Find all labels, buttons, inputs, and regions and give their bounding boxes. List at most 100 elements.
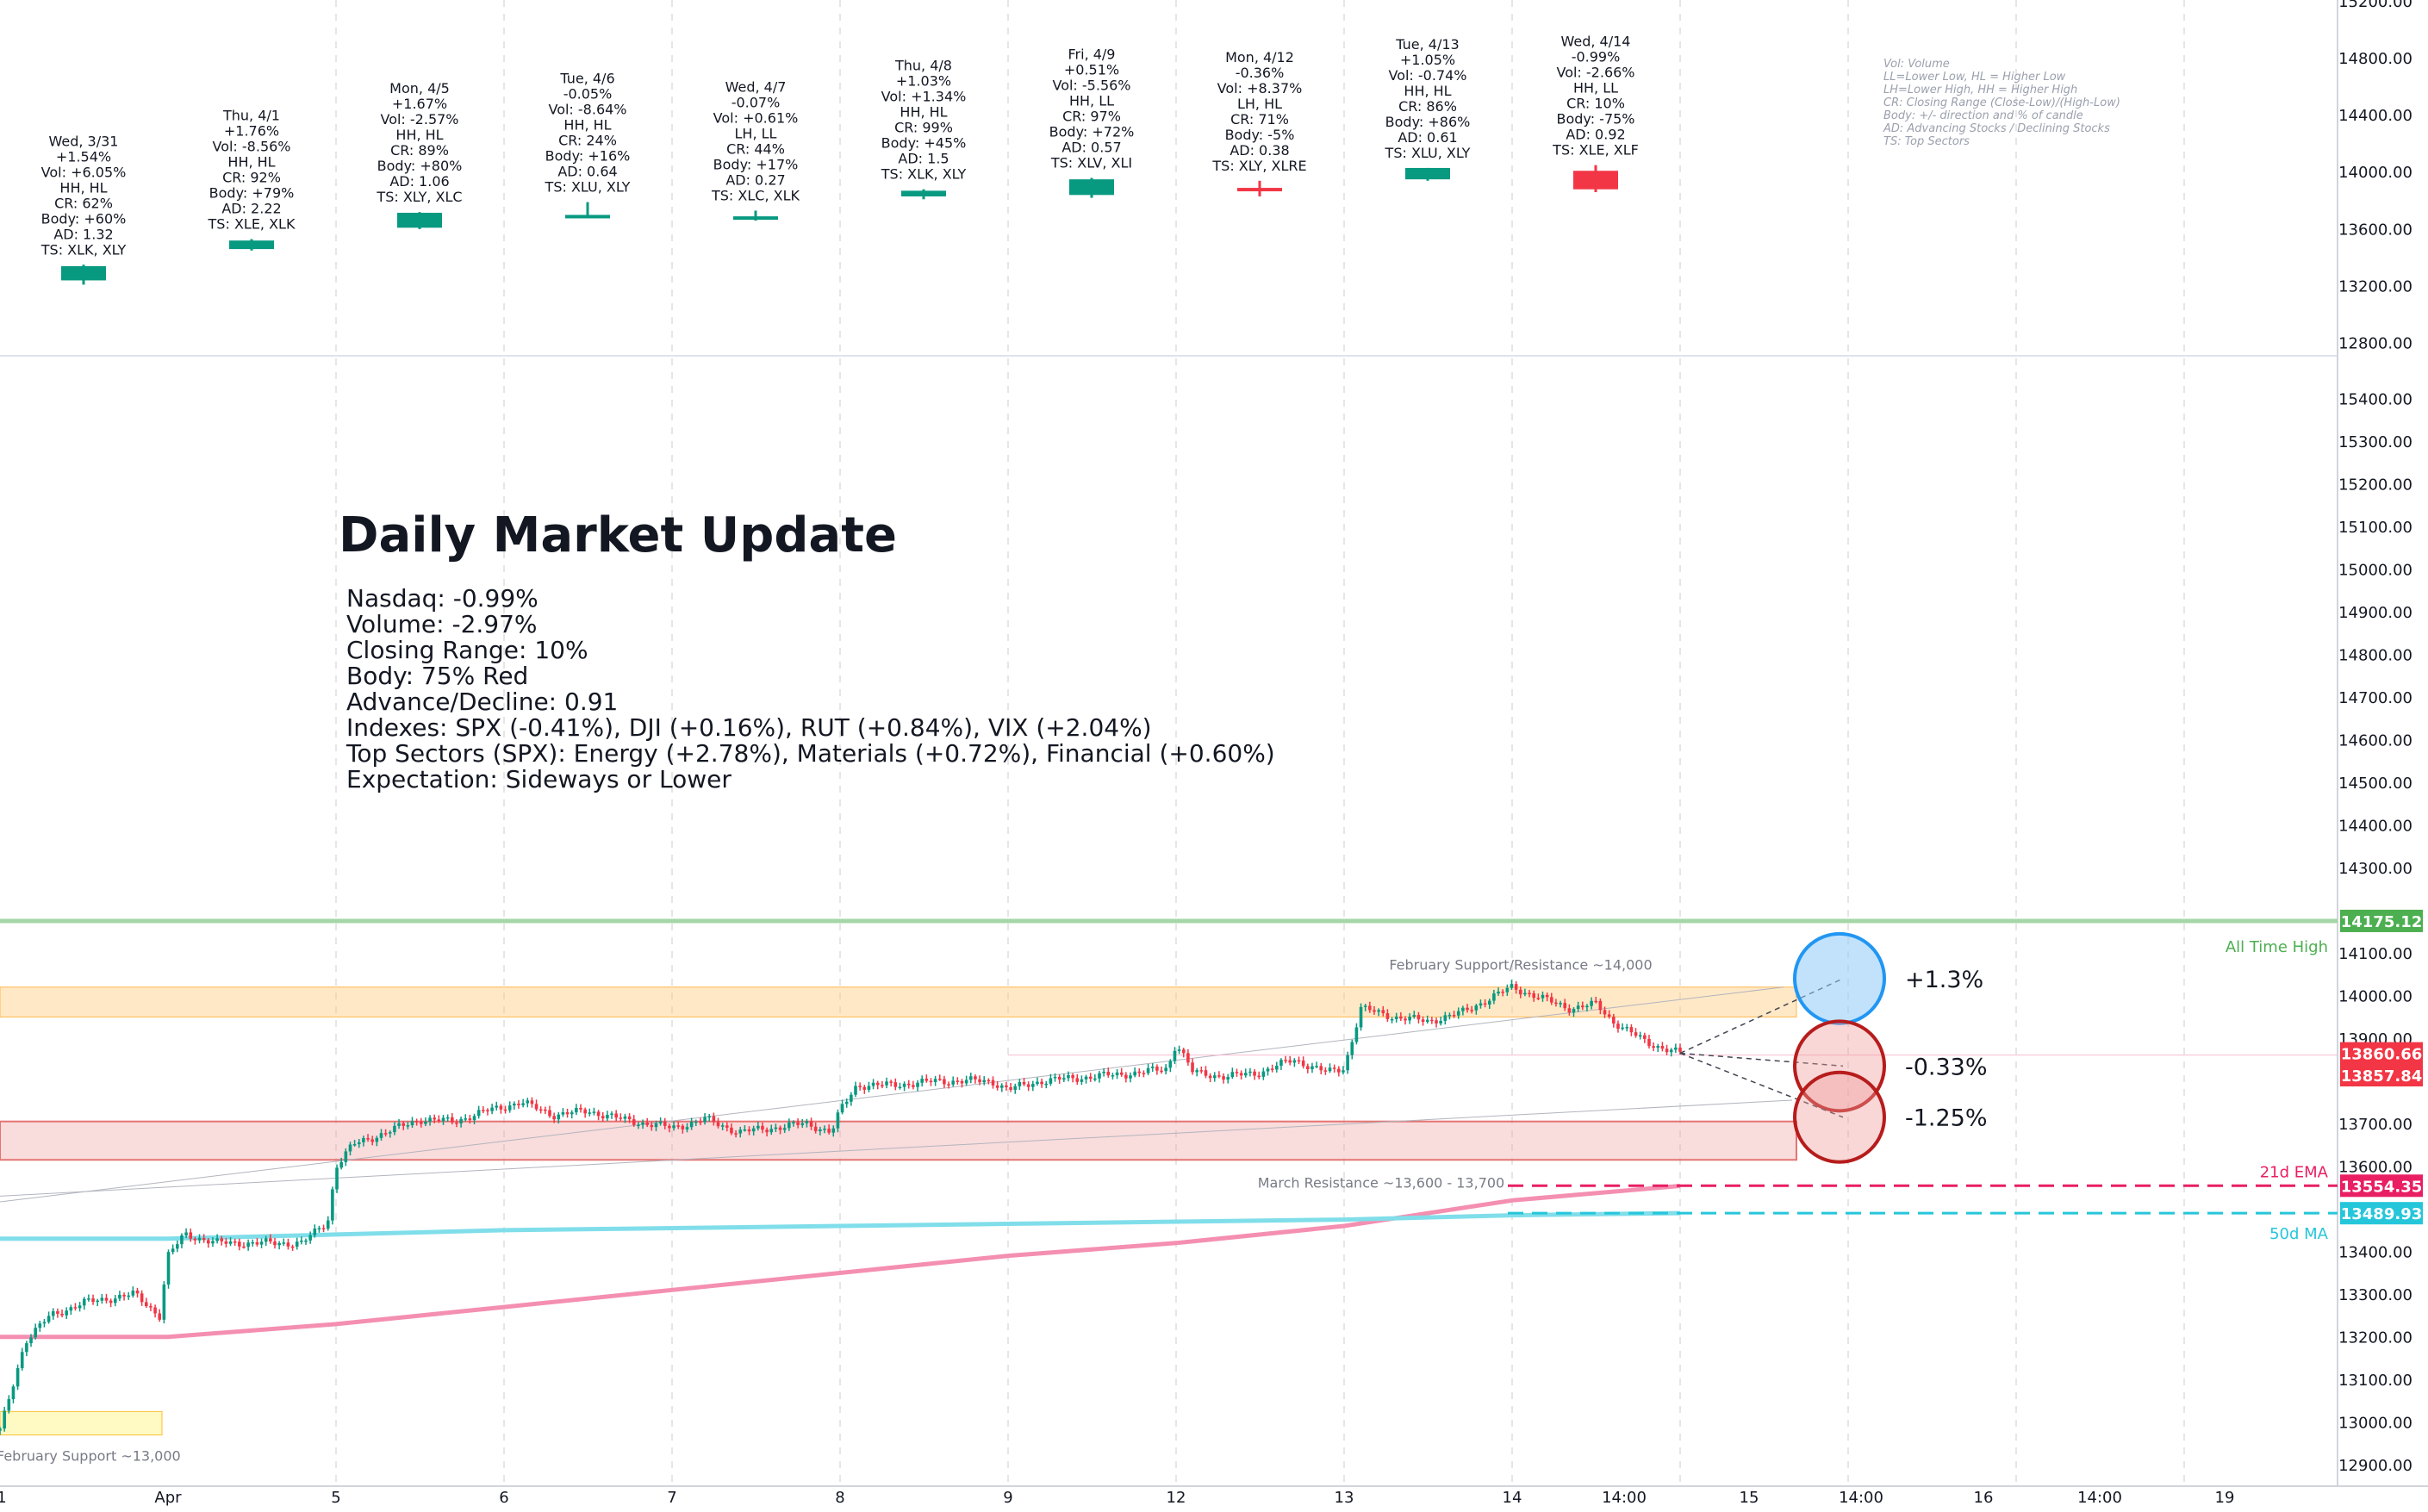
intraday-candle <box>730 1127 733 1134</box>
candle-annotation-line: AD: 0.27 <box>725 171 785 188</box>
intraday-candle <box>720 1125 725 1127</box>
scenario-circles: +1.3% -0.33% -1.25% <box>1679 931 1988 1164</box>
intraday-candle <box>517 1104 520 1105</box>
intraday-candle <box>513 1104 516 1106</box>
trendline-lower <box>0 1099 1793 1197</box>
zone-label: February Support/Resistance ~14,000 <box>1389 957 1652 974</box>
intraday-candle <box>1005 1085 1008 1087</box>
candle-annotation-line: Mon, 4/5 <box>389 80 450 96</box>
candle-body <box>61 265 106 281</box>
intraday-candle <box>326 1220 330 1229</box>
intraday-candle <box>0 1428 2 1431</box>
intraday-candle <box>1235 1072 1239 1073</box>
intraday-candle <box>109 1300 113 1304</box>
candle-body <box>1573 171 1618 190</box>
intraday-candle <box>862 1086 867 1090</box>
intraday-candle <box>290 1246 295 1248</box>
intraday-candle <box>1536 998 1541 999</box>
intraday-candle <box>774 1127 778 1129</box>
bottom-tick-label: 15100.00 <box>2338 519 2412 537</box>
intraday-candle <box>255 1241 259 1245</box>
intraday-candle <box>561 1111 565 1115</box>
intraday-candle <box>127 1295 131 1297</box>
intraday-candle <box>1022 1081 1026 1085</box>
intraday-candle <box>1018 1081 1022 1086</box>
intraday-candle <box>38 1323 42 1328</box>
intraday-candle <box>25 1343 28 1353</box>
price-tag-label: 14175.12 <box>2341 913 2423 931</box>
candle-annotation-line: CR: 97% <box>1062 109 1121 125</box>
intraday-candle <box>406 1125 410 1127</box>
intraday-candle <box>162 1284 166 1320</box>
price-tag-bg <box>2340 1202 2423 1225</box>
intraday-candle <box>1629 1027 1634 1033</box>
intraday-candle <box>282 1242 286 1244</box>
candle-annotation-line: Vol: -2.66% <box>1556 65 1634 81</box>
intraday-candle <box>238 1241 241 1247</box>
candle-annotation-line: Wed, 4/7 <box>725 78 787 95</box>
intraday-candle <box>1373 1010 1376 1012</box>
intraday-candle <box>906 1083 911 1086</box>
intraday-candle <box>1044 1083 1049 1086</box>
intraday-candle <box>1652 1046 1655 1048</box>
candle-annotation-line: CR: 99% <box>894 120 953 136</box>
intraday-candle <box>1483 1003 1487 1005</box>
intraday-candle <box>317 1228 321 1229</box>
intraday-candle <box>1554 1002 1558 1005</box>
intraday-candle <box>912 1085 915 1087</box>
intraday-candle <box>1310 1066 1314 1070</box>
intraday-candle <box>1545 994 1549 998</box>
candle-annotation-line: CR: 24% <box>558 133 617 149</box>
intraday-candle <box>805 1121 809 1123</box>
bottom-tick-label: 13300.00 <box>2338 1286 2412 1304</box>
bottom-tick-label: 13700.00 <box>2338 1116 2412 1134</box>
intraday-candle <box>788 1122 791 1129</box>
bottom-tick-label: 13400.00 <box>2338 1244 2412 1262</box>
time-axis: 1 Apr 5 6 7 8 9 12 13 14 14:00 15 14:00 16 14:00 19 <box>0 1489 2234 1507</box>
bottom-tick-label: 15000.00 <box>2338 562 2412 580</box>
intraday-candle <box>761 1125 764 1130</box>
all-time-high-label: All Time High <box>2226 938 2328 956</box>
zone-february-resistance <box>0 986 1797 1017</box>
intraday-candle <box>419 1121 423 1124</box>
intraday-candle <box>1199 1070 1204 1072</box>
intraday-candle <box>987 1080 991 1082</box>
intraday-candle <box>1212 1075 1217 1079</box>
intraday-candle <box>437 1119 441 1122</box>
bottom-tick-label: 12900.00 <box>2338 1457 2412 1475</box>
intraday-candle <box>202 1238 206 1241</box>
intraday-candle <box>277 1242 281 1246</box>
intraday-candle <box>51 1311 55 1316</box>
zone-label: February Support ~13,000 <box>0 1448 181 1465</box>
candle-body <box>565 215 610 219</box>
intraday-candle <box>295 1241 299 1247</box>
candle-annotation-line: Body: +16% <box>545 148 631 165</box>
scenario-label: -0.33% <box>1905 1054 1988 1080</box>
x-tick-label: 13 <box>1335 1489 1354 1507</box>
intraday-candle <box>503 1109 507 1111</box>
intraday-candle <box>1150 1067 1155 1068</box>
intraday-candle <box>246 1242 250 1248</box>
intraday-candle <box>158 1313 162 1320</box>
intraday-candle <box>1678 1047 1682 1052</box>
candle-annotation-line: Body: +86% <box>1385 114 1471 130</box>
intraday-candle <box>1501 992 1504 993</box>
intraday-candle <box>1217 1075 1221 1077</box>
intraday-candle <box>521 1103 525 1105</box>
intraday-candle <box>743 1129 747 1131</box>
intraday-candle <box>1416 1015 1421 1020</box>
candle-annotation-line: Vol: -0.74% <box>1388 67 1466 84</box>
intraday-candle <box>264 1238 268 1242</box>
intraday-candle <box>215 1238 219 1241</box>
intraday-candle <box>1146 1067 1150 1073</box>
intraday-candle <box>637 1124 640 1127</box>
intraday-candle <box>871 1082 875 1086</box>
intraday-candle <box>1057 1076 1061 1080</box>
intraday-candle <box>1191 1062 1194 1073</box>
price-tag-label: 13489.93 <box>2341 1205 2423 1223</box>
intraday-candle <box>69 1307 73 1311</box>
intraday-candle <box>1204 1070 1208 1076</box>
candle-body <box>733 216 778 221</box>
bottom-tick-label: 14800.00 <box>2338 647 2412 665</box>
intraday-candle <box>1084 1076 1088 1080</box>
